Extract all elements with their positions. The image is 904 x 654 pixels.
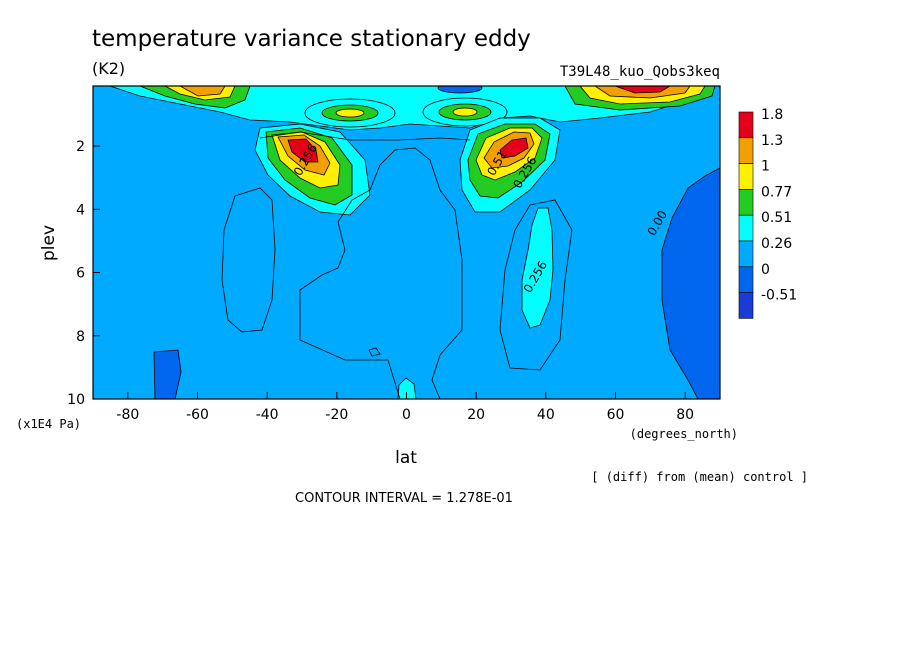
colorbar-swatch: [738, 137, 754, 164]
colorbar-label: 0.26: [761, 236, 792, 252]
sh-jet-red: [287, 138, 319, 163]
colorbar-label: 1.8: [761, 107, 783, 123]
y-tick-label: 8: [76, 329, 85, 345]
x-tick-label: 40: [537, 407, 555, 423]
run-label: T39L48_kuo_Qobs3keq: [560, 64, 720, 80]
y-axis: 2 4 6 8 10: [67, 139, 100, 408]
chart-units: (K2): [92, 59, 125, 78]
contour-line-nh-cell: [499, 199, 573, 371]
x-units-label: (degrees_north): [630, 427, 738, 441]
colorbar-label: 0.77: [761, 184, 792, 200]
x-tick-label: 0: [402, 407, 411, 423]
x-tick-label: 20: [467, 407, 485, 423]
x-axis-label: lat: [395, 448, 417, 468]
contour-fills: [109, 86, 720, 399]
y-axis-label: plev: [39, 225, 59, 261]
contour-line-sh-low: [221, 187, 276, 333]
colorbar-swatch: [738, 292, 754, 319]
contour-interval: CONTOUR INTERVAL = 1.278E-01: [295, 491, 513, 506]
tropical-cell-a-yellow: [335, 108, 365, 118]
x-axis: -80 -60 -40 -20 0 20 40 60 80: [116, 392, 694, 423]
colorbar-label: -0.51: [761, 288, 797, 304]
background-fill: [93, 86, 720, 399]
contour-line-small: [368, 347, 381, 357]
nh-polar-blue: [661, 167, 720, 399]
sh-upper-orange: [179, 86, 226, 97]
colorbar-swatch: [738, 214, 754, 242]
colorbar-swatch: [738, 163, 754, 190]
colorbar-label: 1: [761, 159, 770, 175]
y-tick-label: 6: [76, 266, 85, 282]
nh-mid-cyan: [521, 207, 554, 329]
x-tick-label: 80: [676, 407, 694, 423]
contour-line-sh-mid: [299, 221, 401, 399]
tropical-top-cell: [437, 86, 483, 94]
x-tick-label: -20: [325, 407, 348, 423]
equator-surface-cyan: [397, 377, 417, 399]
upper-cyan-band: [109, 86, 706, 131]
x-tick-label: -40: [256, 407, 279, 423]
colorbar: 1.8 1.3 1 0.77 0.51 0.26 0 -0.51: [738, 107, 797, 319]
x-tick-label: -60: [186, 407, 209, 423]
y-tick-label: 4: [76, 202, 85, 218]
colorbar-label: 0.51: [761, 210, 792, 226]
colorbar-label: 0: [761, 262, 770, 278]
chart-title: temperature variance stationary eddy: [92, 26, 531, 52]
y-tick-label: 10: [67, 392, 85, 408]
contour-line-upper: [259, 131, 471, 141]
y-tick-label: 2: [76, 139, 85, 155]
nh-upper-red: [614, 86, 671, 94]
tropical-cell-b-yellow: [452, 107, 478, 117]
nh-jet-red: [499, 137, 529, 159]
sh-polar-blue: [153, 349, 182, 399]
x-tick-label: 60: [607, 407, 625, 423]
colorbar-swatch: [738, 240, 754, 268]
diff-note: [ (diff) from (mean) control ]: [591, 470, 808, 484]
y-units-label: (x1E4 Pa): [16, 417, 81, 431]
colorbar-swatch: [738, 111, 754, 139]
colorbar-label: 1.3: [761, 133, 783, 149]
colorbar-swatch: [738, 189, 754, 216]
contour-lines: [221, 131, 573, 399]
x-tick-label: -80: [116, 407, 139, 423]
contour-line-mid: [337, 147, 463, 399]
colorbar-swatch: [738, 266, 754, 293]
